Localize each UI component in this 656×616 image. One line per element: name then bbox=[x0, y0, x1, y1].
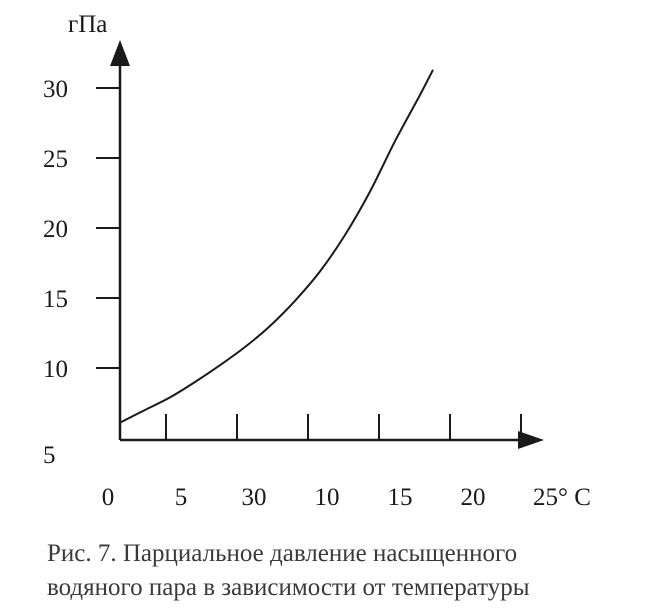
x-tick-label: 20 bbox=[461, 484, 486, 511]
x-tick-label: 0 bbox=[102, 484, 115, 511]
y-tick-label: 5 bbox=[43, 442, 56, 469]
axes bbox=[110, 40, 544, 449]
x-tick-label: 25 bbox=[533, 484, 558, 511]
x-tick-label: 10 bbox=[315, 484, 340, 511]
y-axis-ticks: 30 25 20 15 10 5 bbox=[43, 76, 120, 469]
x-tick-label: 15 bbox=[388, 484, 413, 511]
figure-caption: Рис. 7. Парциальное давление насыщенного… bbox=[47, 537, 647, 605]
x-tick-label: 30 bbox=[242, 484, 267, 511]
series bbox=[119, 69, 434, 424]
x-tick-label: 5 bbox=[175, 484, 188, 511]
axis-labels: гПа bbox=[68, 11, 107, 38]
series-line bbox=[119, 69, 434, 424]
y-tick-label: 10 bbox=[43, 356, 68, 383]
x-axis-arrow bbox=[518, 431, 544, 449]
y-tick-label: 20 bbox=[43, 216, 68, 243]
caption-line-2: водяного пара в зависимости от температу… bbox=[47, 574, 530, 601]
y-tick-label: 30 bbox=[43, 76, 68, 103]
y-tick-label: 15 bbox=[43, 286, 68, 313]
y-axis-unit-label: гПа bbox=[68, 11, 107, 38]
y-tick-label: 25 bbox=[43, 146, 68, 173]
y-axis-arrow bbox=[110, 40, 130, 66]
caption-line-1: Рис. 7. Парциальное давление насыщенного bbox=[47, 540, 518, 567]
x-axis-unit-label: ° C bbox=[558, 484, 591, 511]
x-axis-ticks: 0 5 30 10 15 20 25 ° C bbox=[102, 414, 591, 511]
